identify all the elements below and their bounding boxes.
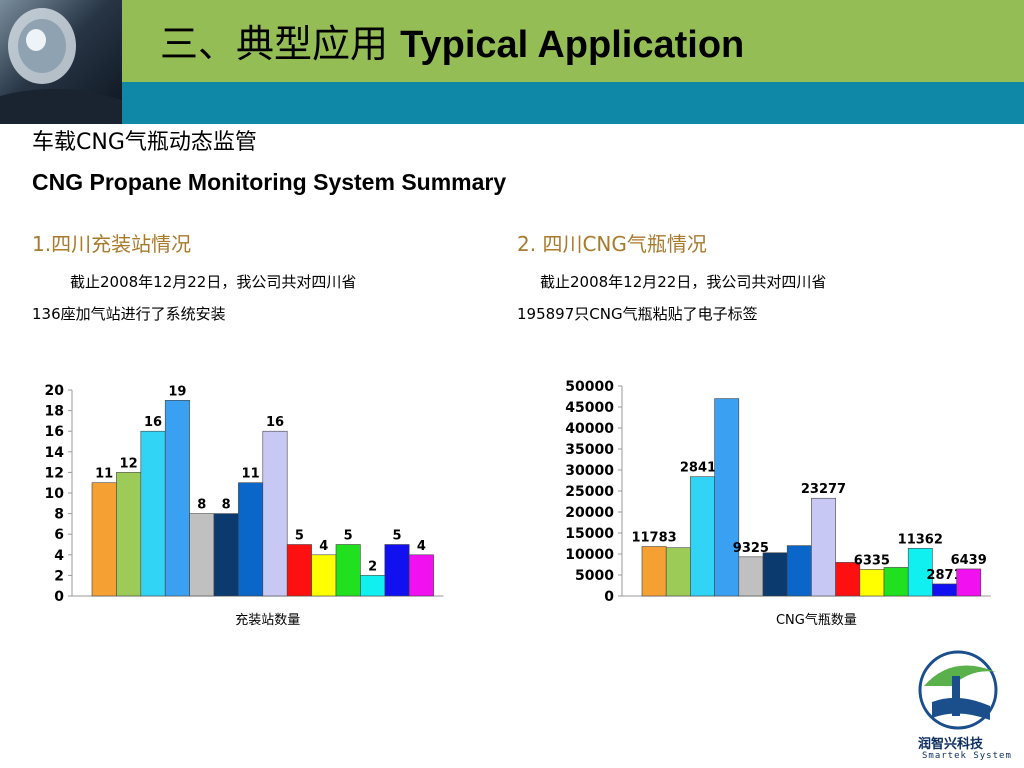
page-title-en: Typical Application (400, 24, 745, 66)
data-label: 19 (168, 384, 186, 399)
y-tick-label: 50000 (565, 379, 614, 395)
bar (140, 430, 166, 597)
bar (738, 556, 764, 597)
page-title: 三、典型应用 Typical Application (160, 18, 744, 71)
data-label: 16 (266, 415, 284, 430)
bar (408, 554, 434, 597)
page-title-cn: 三、典型应用 (160, 22, 401, 66)
bar (665, 547, 691, 597)
logo-text-cn: 润智兴科技 (918, 737, 984, 752)
bar (956, 568, 982, 597)
bar (786, 545, 812, 597)
data-label: 5 (344, 529, 353, 544)
bar (164, 399, 190, 597)
data-label: 11783 (631, 531, 676, 546)
left-text-line2: 136座加气站进行了系统安装 (32, 305, 226, 323)
data-label: 12 (120, 456, 138, 471)
bar (690, 476, 715, 597)
data-label: 11 (242, 467, 260, 482)
y-tick-label: 14 (45, 445, 65, 461)
bar (907, 547, 933, 597)
bar (213, 513, 239, 597)
data-label: 11362 (898, 532, 943, 547)
bar (311, 554, 337, 597)
y-tick-label: 45000 (565, 400, 614, 416)
bar (286, 544, 312, 597)
data-label: 9325 (733, 541, 769, 556)
bar (932, 583, 957, 597)
bar (835, 562, 861, 597)
header-band (0, 0, 1024, 82)
y-tick-label: 10 (45, 486, 65, 502)
bar (714, 398, 740, 597)
left-text-line1: 截止2008年12月22日，我公司共对四川省 (70, 273, 357, 291)
y-tick-label: 25000 (565, 484, 614, 500)
right-heading: 2. 四川CNG气瓶情况 (517, 232, 707, 256)
bar (189, 513, 215, 597)
y-tick-label: 20000 (565, 505, 614, 521)
y-tick-label: 6 (54, 527, 64, 543)
y-tick-label: 18 (45, 404, 64, 420)
bar (238, 482, 264, 597)
data-label: 6335 (854, 553, 890, 568)
section-title: 车载CNG气瓶动态监管 (32, 130, 257, 155)
y-tick-label: 12 (45, 465, 64, 481)
right-text-line1: 截止2008年12月22日，我公司共对四川省 (540, 273, 827, 291)
chart-cylinder-count: 0 5000 10000 15000 20000 25000 30000 35000 40000… (565, 379, 991, 628)
y-tick-label: 4 (54, 548, 64, 564)
x-axis-label: 充装站数量 (235, 612, 300, 628)
y-tick-label: 5000 (575, 568, 614, 584)
data-label: 5 (295, 529, 304, 544)
data-label: 2871 (926, 568, 962, 583)
y-tick-label: 0 (604, 589, 614, 605)
data-label: 8 (197, 498, 206, 513)
y-tick-label: 8 (54, 507, 64, 523)
left-heading: 1.四川充装站情况 (32, 232, 192, 256)
logo-text-en: Smartek System (922, 751, 1012, 761)
data-label: 2 (368, 559, 377, 574)
data-label: 16 (144, 415, 162, 430)
bar (762, 552, 788, 597)
bar (91, 482, 117, 597)
company-logo (918, 650, 998, 730)
bar (335, 544, 361, 597)
header-strip (0, 82, 1024, 124)
data-label: 23277 (801, 482, 846, 497)
bar (262, 430, 288, 597)
y-tick-label: 15000 (565, 526, 614, 542)
bar (859, 569, 885, 597)
bar (384, 544, 410, 597)
data-label: 6439 (951, 553, 987, 568)
y-tick-label: 0 (54, 589, 64, 605)
bar (641, 546, 667, 597)
data-label: 28414 (680, 461, 725, 476)
bar (116, 472, 142, 597)
y-tick-label: 20 (45, 383, 65, 399)
data-label: 8 (222, 498, 231, 513)
bar (883, 567, 909, 597)
y-tick-label: 40000 (565, 421, 614, 437)
data-label: 4 (319, 539, 328, 554)
data-label: 5 (392, 529, 401, 544)
y-tick-label: 10000 (565, 547, 614, 563)
y-tick-label: 30000 (565, 463, 614, 479)
y-tick-label: 16 (45, 424, 64, 440)
header-photo (0, 0, 122, 124)
bar (360, 575, 386, 597)
right-text-line2: 195897只CNG气瓶粘贴了电子标签 (517, 305, 758, 323)
data-label: 4 (417, 539, 426, 554)
bar (811, 497, 836, 597)
section-subtitle: CNG Propane Monitoring System Summary (32, 169, 507, 195)
y-tick-label: 35000 (565, 442, 614, 458)
y-tick-label: 2 (54, 568, 64, 584)
x-axis-label: CNG气瓶数量 (776, 612, 857, 628)
data-label: 11 (95, 467, 113, 482)
